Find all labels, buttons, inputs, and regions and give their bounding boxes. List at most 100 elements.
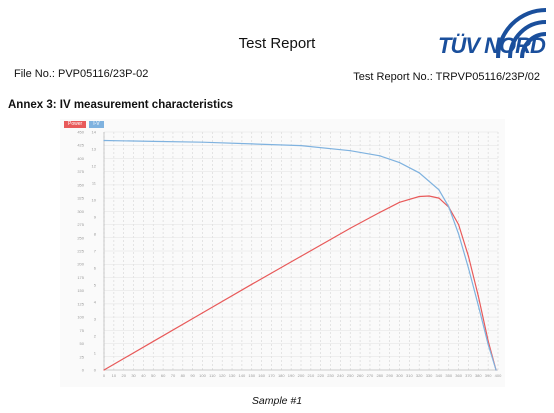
x-tick-label: 80 xyxy=(181,373,186,378)
annex-heading: Annex 3: IV measurement characteristics xyxy=(8,99,233,111)
iv-curve-point xyxy=(477,304,479,306)
x-tick-label: 240 xyxy=(337,373,344,378)
left-tick-label: 125 xyxy=(77,301,84,306)
legend-iv: I-V xyxy=(89,121,104,128)
power-curve-point xyxy=(300,255,302,257)
left-tick-label: 0 xyxy=(82,368,85,373)
x-tick-label: 260 xyxy=(357,373,364,378)
tuv-nord-logo-text: TÜV NORD xyxy=(438,33,546,58)
iv-curve-point xyxy=(487,343,489,346)
x-tick-label: 190 xyxy=(288,373,295,378)
x-tick-label: 90 xyxy=(190,373,195,378)
x-tick-label: 150 xyxy=(248,373,255,378)
x-tick-label: 160 xyxy=(258,373,265,378)
left-tick-label: 275 xyxy=(77,222,84,227)
left-tick-label: 225 xyxy=(77,249,84,254)
iv-curve-point xyxy=(379,155,381,157)
power-curve-point xyxy=(467,255,470,257)
power-curve-point xyxy=(428,195,430,197)
x-tick-label: 140 xyxy=(239,373,246,378)
iv-curve-point xyxy=(152,140,154,142)
x-tick-label: 60 xyxy=(161,373,166,378)
left-tick-label: 175 xyxy=(77,275,84,280)
power-curve-point xyxy=(251,283,253,285)
sample-caption: Sample #1 xyxy=(251,395,303,407)
iv-curve-point xyxy=(448,206,450,208)
x-tick-label: 10 xyxy=(112,373,117,378)
tuv-nord-logo-mark xyxy=(496,8,547,58)
x-tick-label: 30 xyxy=(131,373,136,378)
left-tick-label: 425 xyxy=(77,143,84,148)
left-tick-label: 350 xyxy=(77,182,84,187)
x-tick-label: 290 xyxy=(386,373,393,378)
iv-curve xyxy=(103,139,497,371)
right-tick-label: 3 xyxy=(94,317,97,322)
left-tick-label: 250 xyxy=(77,235,84,240)
x-tick-label: 180 xyxy=(278,373,285,378)
x-tick-label: 220 xyxy=(317,373,324,378)
iv-curve-point xyxy=(438,189,440,191)
left-tick-label: 25 xyxy=(80,354,85,359)
iv-curve-point xyxy=(398,162,401,164)
right-tick-label: 2 xyxy=(94,334,97,339)
x-tick-label: 320 xyxy=(416,373,423,378)
power-curve-point xyxy=(398,201,401,203)
x-tick-label: 40 xyxy=(141,373,146,378)
chart-legend: Power I-V xyxy=(64,121,104,128)
iv-chart: 0 10 20 30 40 50 60 70 80 90 100 110 120 130 140 150 160… xyxy=(77,130,502,379)
left-tick-label: 300 xyxy=(77,209,84,214)
x-tick-label: 50 xyxy=(151,373,156,378)
left-tick-label: 400 xyxy=(77,156,84,161)
x-tick-label: 120 xyxy=(219,373,226,378)
x-tick-label: 390 xyxy=(485,373,492,378)
x-tick-label: 300 xyxy=(396,373,403,378)
test-report-number: Test Report No.: TRPVP05116/23P/02 xyxy=(353,71,540,83)
iv-curve-point xyxy=(103,139,105,142)
power-curve-point xyxy=(458,223,460,226)
power-curve-point xyxy=(438,197,440,199)
x-tick-label: 200 xyxy=(298,373,305,378)
power-curve-point xyxy=(379,211,381,213)
right-tick-label: 10 xyxy=(92,198,97,203)
x-tick-label: 230 xyxy=(327,373,334,378)
power-curve-point xyxy=(103,369,105,371)
power-curve-point xyxy=(201,312,204,314)
legend-power: Power xyxy=(64,121,87,128)
left-tick-label: 50 xyxy=(80,341,85,346)
right-tick-label: 8 xyxy=(94,232,97,237)
x-tick-label: 270 xyxy=(367,373,374,378)
file-number: File No.: PVP05116/23P-02 xyxy=(14,68,149,80)
x-tick-label: 280 xyxy=(376,373,383,378)
x-tick-label: 380 xyxy=(475,373,482,378)
x-tick-label: 110 xyxy=(209,373,216,378)
right-tick-label: 4 xyxy=(94,300,97,305)
left-tick-label: 325 xyxy=(77,196,84,201)
report-title: Test Report xyxy=(238,35,316,52)
right-tick-label: 14 xyxy=(92,130,97,135)
right-tick-label: 5 xyxy=(94,283,97,288)
power-curve-point xyxy=(418,195,420,198)
left-tick-label: 150 xyxy=(77,288,84,293)
iv-curve-point xyxy=(349,150,351,152)
x-tick-label: 0 xyxy=(103,373,106,378)
iv-curve-point xyxy=(251,143,253,145)
x-tick-label: 360 xyxy=(455,373,462,378)
x-tick-label: 400 xyxy=(495,373,502,378)
iv-curve-point xyxy=(418,172,420,174)
power-curve-point xyxy=(477,295,479,297)
x-tick-label: 20 xyxy=(121,373,126,378)
x-tick-label: 130 xyxy=(229,373,236,378)
right-tick-label: 12 xyxy=(92,164,97,169)
iv-curve-point xyxy=(458,233,460,235)
left-tick-label: 450 xyxy=(77,130,84,135)
x-tick-label: 350 xyxy=(445,373,452,378)
power-curve-point xyxy=(152,340,154,343)
right-tick-label: 11 xyxy=(92,181,97,186)
power-curve xyxy=(103,195,497,371)
iv-curve-point xyxy=(495,369,497,371)
x-tick-label: 330 xyxy=(426,373,433,378)
x-tick-label: 340 xyxy=(436,373,443,378)
left-tick-label: 375 xyxy=(77,169,84,174)
right-tick-label: 9 xyxy=(94,215,97,220)
left-tick-label: 75 xyxy=(80,328,85,333)
